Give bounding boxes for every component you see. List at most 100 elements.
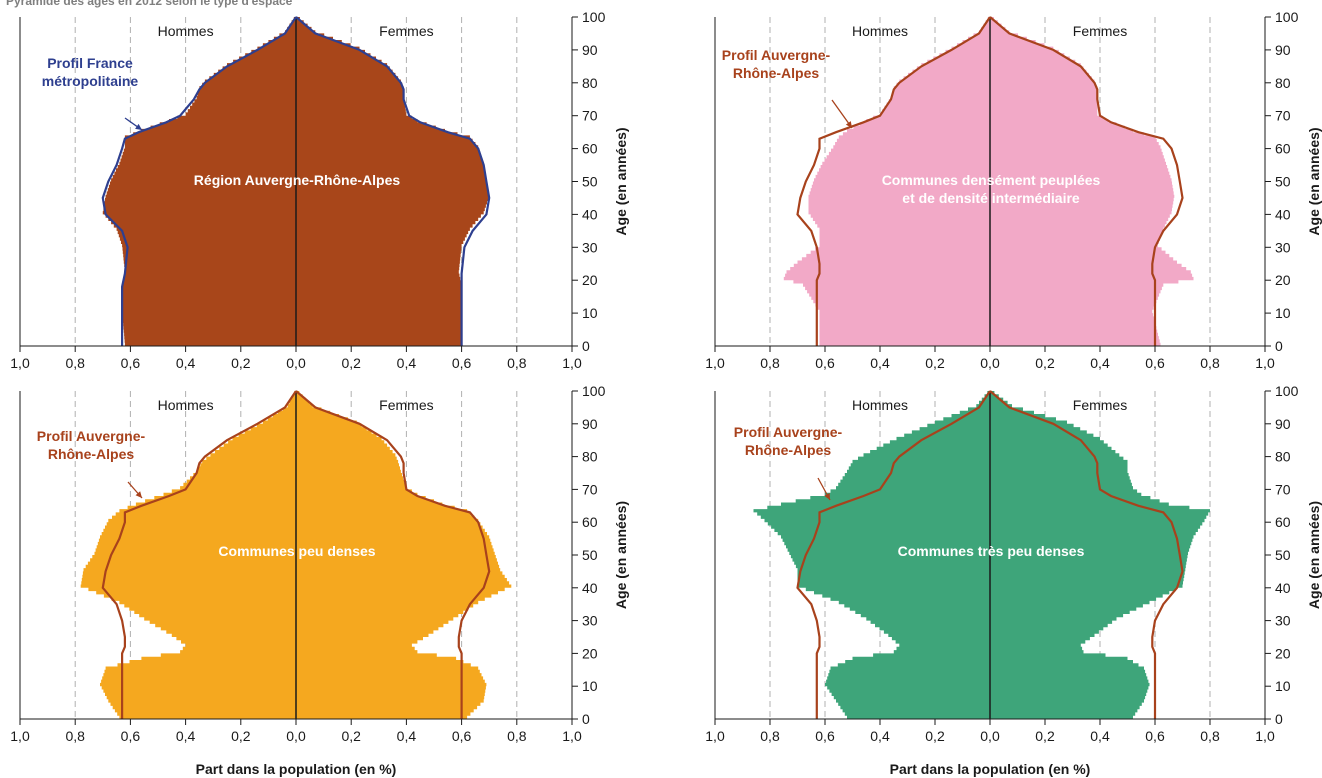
y-tick-label: 60	[582, 141, 598, 157]
x-tick-label: 1,0	[705, 728, 725, 744]
x-tick-label: 0,4	[397, 355, 417, 371]
x-tick-label: 1,0	[562, 728, 582, 744]
y-tick-label: 30	[582, 613, 598, 629]
x-tick-label: 0,4	[176, 355, 196, 371]
profile-line-men	[796, 390, 991, 719]
y-tick-label: 60	[1275, 141, 1291, 157]
y-axis-title: Age (en années)	[613, 127, 629, 235]
x-tick-label: 0,6	[1145, 355, 1165, 371]
y-axis-title: Age (en années)	[1306, 501, 1322, 609]
y-tick-label: 100	[582, 9, 606, 25]
x-tick-label: 0,8	[507, 355, 527, 371]
profile-label: Profil France métropolitaine	[42, 55, 139, 89]
women-label: Femmes	[1073, 23, 1127, 39]
y-tick-label: 90	[582, 42, 598, 58]
profile-arrowhead	[845, 121, 852, 128]
x-tick-label: 1,0	[1255, 728, 1275, 744]
y-tick-label: 60	[582, 514, 598, 530]
x-tick-label: 0,2	[231, 355, 251, 371]
men-label: Hommes	[852, 397, 908, 413]
x-tick-label: 0,0	[980, 728, 1000, 744]
x-tick-label: 0,6	[815, 355, 835, 371]
y-tick-label: 20	[582, 272, 598, 288]
y-tick-label: 0	[1275, 338, 1283, 354]
x-tick-label: 0,6	[452, 728, 472, 744]
y-axis-title: Age (en années)	[613, 501, 629, 609]
profile-line-men	[101, 390, 297, 719]
profile-line-men	[796, 16, 991, 346]
x-tick-label: 0,2	[1035, 728, 1055, 744]
x-tick-label: 0,2	[341, 355, 361, 371]
x-tick-label: 0,6	[815, 728, 835, 744]
x-tick-label: 0,4	[1090, 355, 1110, 371]
x-tick-label: 0,0	[286, 355, 306, 371]
profile-line-women	[295, 390, 491, 719]
y-tick-label: 0	[582, 338, 590, 354]
pyramid-panel-1: 1,0 0,8 0,6 0,4 0,2 0,0 0,2 0,4 0,6 0,8 1,00102030…	[10, 9, 629, 371]
x-tick-label: 0,2	[925, 355, 945, 371]
y-tick-label: 80	[582, 75, 598, 91]
y-tick-label: 10	[1275, 305, 1291, 321]
area-label: Communes peu denses	[218, 543, 375, 559]
population-area	[783, 17, 1194, 346]
profile-label: Profil Auvergne-Rhône-Alpes	[734, 424, 843, 458]
y-tick-label: 100	[582, 383, 606, 399]
profile-line-women	[989, 390, 1184, 719]
x-tick-label: 1,0	[705, 355, 725, 371]
y-tick-label: 0	[1275, 711, 1283, 727]
x-tick-label: 0,8	[507, 728, 527, 744]
y-tick-label: 20	[1275, 645, 1291, 661]
x-tick-label: 0,8	[65, 728, 85, 744]
y-tick-label: 50	[1275, 174, 1291, 190]
y-tick-label: 50	[1275, 547, 1291, 563]
profile-arrowhead	[824, 493, 830, 500]
x-tick-label: 0,8	[760, 728, 780, 744]
x-tick-label: 0,2	[231, 728, 251, 744]
x-tick-label: 0,8	[1200, 355, 1220, 371]
x-tick-label: 0,8	[65, 355, 85, 371]
area-label: Communes densément peuplées et de densité…	[882, 172, 1101, 206]
women-label: Femmes	[379, 23, 433, 39]
y-tick-label: 90	[1275, 42, 1291, 58]
y-tick-label: 40	[1275, 206, 1291, 222]
profile-line-women	[295, 16, 491, 346]
y-tick-label: 100	[1275, 9, 1299, 25]
y-tick-label: 20	[1275, 272, 1291, 288]
profile-label: Profil Auvergne-Rhône-Alpes	[722, 47, 831, 81]
x-axis-title: Part dans la population (en %)	[196, 761, 397, 777]
y-tick-label: 10	[582, 305, 598, 321]
women-label: Femmes	[1073, 397, 1127, 413]
profile-arrowhead	[135, 123, 142, 130]
x-tick-label: 0,8	[1200, 728, 1220, 744]
y-tick-label: 30	[1275, 239, 1291, 255]
men-label: Hommes	[852, 23, 908, 39]
x-axis-title: Part dans la population (en %)	[890, 761, 1091, 777]
population-area	[753, 391, 1210, 719]
y-tick-label: 80	[582, 449, 598, 465]
y-tick-label: 70	[1275, 108, 1291, 124]
y-tick-label: 20	[582, 645, 598, 661]
y-tick-label: 70	[582, 481, 598, 497]
page-title: Pyramide des âges en 2012 selon le type …	[6, 0, 293, 8]
x-tick-label: 0,0	[286, 728, 306, 744]
y-axis-title: Age (en années)	[1306, 127, 1322, 235]
profile-line-men	[101, 16, 297, 346]
women-label: Femmes	[379, 397, 433, 413]
area-label: Communes très peu denses	[898, 543, 1085, 559]
y-tick-label: 60	[1275, 514, 1291, 530]
x-tick-label: 0,6	[121, 728, 141, 744]
x-tick-label: 0,6	[452, 355, 472, 371]
y-tick-label: 40	[582, 206, 598, 222]
x-tick-label: 0,4	[397, 728, 417, 744]
y-tick-label: 90	[1275, 416, 1291, 432]
y-tick-label: 80	[1275, 449, 1291, 465]
y-tick-label: 30	[582, 239, 598, 255]
x-tick-label: 1,0	[562, 355, 582, 371]
x-tick-label: 1,0	[10, 355, 30, 371]
x-tick-label: 0,4	[176, 728, 196, 744]
y-tick-label: 40	[582, 580, 598, 596]
x-tick-label: 0,6	[121, 355, 141, 371]
x-tick-label: 0,0	[980, 355, 1000, 371]
x-tick-label: 0,4	[870, 355, 890, 371]
